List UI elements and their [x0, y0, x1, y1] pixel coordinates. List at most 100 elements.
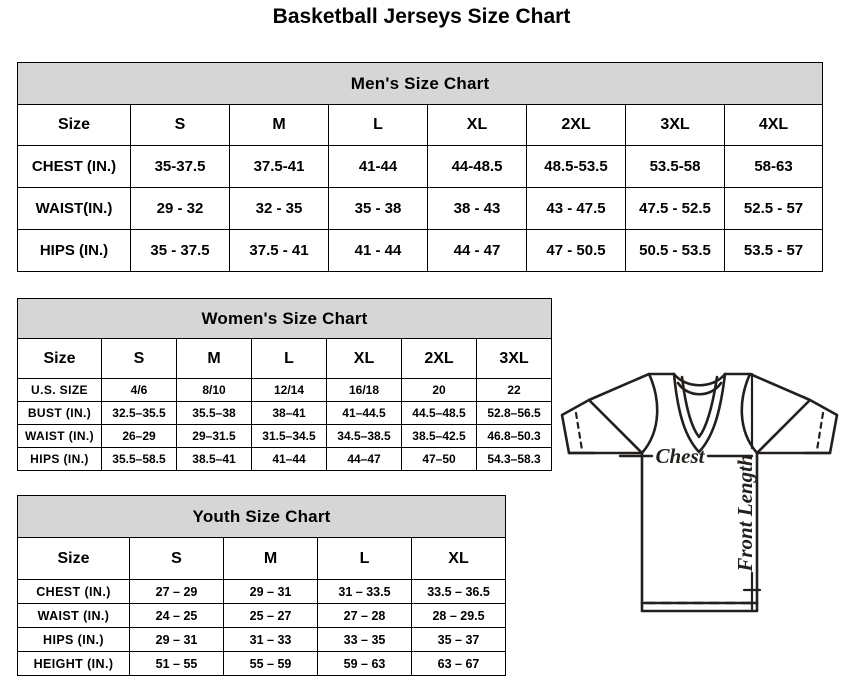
womens-cell: 32.5–35.5 [101, 401, 177, 425]
table-row: CHEST (IN.) 27 – 29 29 – 31 31 – 33.5 33… [17, 579, 507, 604]
youth-cell: 28 – 29.5 [410, 603, 507, 628]
mens-header-cell-2xl: 2XL [526, 104, 626, 146]
mens-cell: 37.5-41 [229, 145, 329, 188]
youth-cell: 35 – 37 [410, 627, 507, 652]
womens-cell: 44–47 [326, 447, 402, 471]
womens-cell: 12/14 [251, 378, 327, 402]
mens-header-cell-l: L [328, 104, 428, 146]
womens-row-label: HIPS (IN.) [17, 447, 102, 471]
womens-cell: 41–44.5 [326, 401, 402, 425]
womens-cell: 20 [401, 378, 477, 402]
mens-row-label: WAIST(IN.) [17, 187, 131, 230]
jersey-outline-group [560, 372, 839, 613]
mens-header-cell-xl: XL [427, 104, 527, 146]
chest-label: Chest [655, 444, 705, 468]
womens-row-label: BUST (IN.) [17, 401, 102, 425]
collar-inner-v-icon [680, 375, 719, 439]
right-sleeve-icon [755, 398, 839, 455]
womens-cell: 52.8–56.5 [475, 401, 553, 425]
mens-cell: 47 - 50.5 [526, 229, 626, 272]
youth-cell: 31 – 33.5 [317, 579, 412, 604]
mens-band-title: Men's Size Chart [16, 62, 824, 105]
womens-cell: 47–50 [401, 447, 477, 471]
youth-header-cell-s: S [129, 537, 224, 580]
womens-header-cell-2xl: 2XL [401, 338, 477, 379]
right-shoulder-line [723, 372, 812, 402]
youth-cell: 31 – 33 [223, 627, 318, 652]
left-cuff-dashed-line [574, 411, 584, 452]
table-row: HIPS (IN.) 35.5–58.5 38.5–41 41–44 44–47… [17, 447, 553, 471]
left-sleeve-icon [560, 398, 644, 455]
youth-cell: 59 – 63 [317, 651, 412, 676]
youth-header-row: Size S M L XL [17, 537, 507, 580]
left-armhole-line [640, 372, 659, 455]
neckline-outer-icon [672, 372, 727, 454]
mens-cell: 35 - 38 [328, 187, 428, 230]
youth-cell: 55 – 59 [223, 651, 318, 676]
youth-cell: 25 – 27 [223, 603, 318, 628]
womens-cell: 29–31.5 [176, 424, 252, 448]
youth-row-label: WAIST (IN.) [17, 603, 130, 628]
youth-size-chart-table: Youth Size Chart Size S M L XL CHEST (IN… [16, 495, 507, 676]
womens-cell: 41–44 [251, 447, 327, 471]
mens-cell: 52.5 - 57 [723, 187, 824, 230]
womens-row-label: WAIST (IN.) [17, 424, 102, 448]
womens-cell: 38.5–41 [176, 447, 252, 471]
youth-row-label: CHEST (IN.) [17, 579, 130, 604]
womens-cell: 31.5–34.5 [251, 424, 327, 448]
youth-cell: 27 – 29 [129, 579, 224, 604]
table-row: WAIST (IN.) 26–29 29–31.5 31.5–34.5 34.5… [17, 424, 553, 448]
youth-cell: 51 – 55 [129, 651, 224, 676]
youth-cell: 33 – 35 [317, 627, 412, 652]
youth-header-cell-l: L [317, 537, 412, 580]
womens-cell: 4/6 [101, 378, 177, 402]
youth-cell: 29 – 31 [223, 579, 318, 604]
womens-cell: 38–41 [251, 401, 327, 425]
mens-header-row: Size S M L XL 2XL 3XL 4XL [17, 104, 824, 146]
womens-cell: 54.3–58.3 [475, 447, 553, 471]
table-row: HIPS (IN.) 35 - 37.5 37.5 - 41 41 - 44 4… [17, 229, 824, 272]
mens-cell: 44 - 47 [427, 229, 527, 272]
youth-header-cell-xl: XL [410, 537, 507, 580]
youth-band-title: Youth Size Chart [16, 495, 507, 538]
youth-header-cell-m: M [223, 537, 318, 580]
front-length-label: Front Length [733, 454, 757, 572]
womens-header-cell-s: S [101, 338, 177, 379]
table-row: U.S. SIZE 4/6 8/10 12/14 16/18 20 22 [17, 378, 553, 402]
womens-cell: 35.5–58.5 [101, 447, 177, 471]
mens-header-cell-size: Size [17, 104, 131, 146]
mens-cell: 53.5-58 [625, 145, 725, 188]
mens-row-label: HIPS (IN.) [17, 229, 131, 272]
collar-arc-upper [672, 372, 727, 387]
youth-header-cell-size: Size [17, 537, 130, 580]
mens-size-chart-table: Men's Size Chart Size S M L XL 2XL 3XL 4… [16, 62, 824, 272]
womens-row-label: U.S. SIZE [17, 378, 102, 402]
youth-cell: 63 – 67 [410, 651, 507, 676]
mens-cell: 41-44 [328, 145, 428, 188]
mens-cell: 58-63 [723, 145, 824, 188]
body-outline [640, 451, 759, 613]
jersey-illustration-svg: Chest Front Length [560, 372, 839, 613]
mens-cell: 44-48.5 [427, 145, 527, 188]
mens-cell: 29 - 32 [130, 187, 230, 230]
womens-cell: 35.5–38 [176, 401, 252, 425]
right-cuff-dashed-line [815, 411, 825, 452]
right-armhole-line [740, 372, 759, 455]
mens-cell: 35 - 37.5 [130, 229, 230, 272]
womens-header-row: Size S M L XL 2XL 3XL [17, 338, 553, 379]
table-row: HIPS (IN.) 29 – 31 31 – 33 33 – 35 35 – … [17, 627, 507, 652]
womens-size-chart-table: Women's Size Chart Size S M L XL 2XL 3XL… [16, 298, 553, 471]
collar-arc-lower [676, 381, 723, 396]
mens-cell: 48.5-53.5 [526, 145, 626, 188]
youth-row-label: HIPS (IN.) [17, 627, 130, 652]
youth-row-label: HEIGHT (IN.) [17, 651, 130, 676]
table-row: CHEST (IN.) 35-37.5 37.5-41 41-44 44-48.… [17, 145, 824, 188]
mens-cell: 43 - 47.5 [526, 187, 626, 230]
jersey-measurement-diagram: Chest Front Length [556, 358, 843, 658]
womens-header-cell-m: M [176, 338, 252, 379]
left-shoulder-line [587, 372, 676, 402]
womens-cell: 22 [475, 378, 553, 402]
mens-cell: 35-37.5 [130, 145, 230, 188]
table-row: HEIGHT (IN.) 51 – 55 55 – 59 59 – 63 63 … [17, 651, 507, 676]
youth-band-row: Youth Size Chart [16, 495, 507, 538]
